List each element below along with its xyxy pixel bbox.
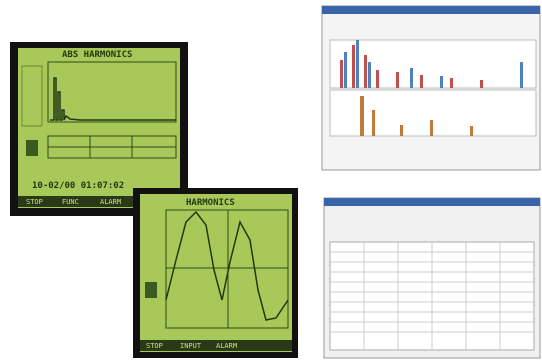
bars: [344, 40, 523, 88]
button-bar: [140, 340, 292, 351]
icon: [26, 140, 38, 156]
plot-frame: [165, 209, 289, 329]
screen-title: HARMONICS: [186, 198, 235, 208]
softkey[interactable]: FUNC: [62, 198, 79, 206]
bars: [360, 96, 473, 136]
software-window: [323, 197, 541, 359]
timestamp: 10-02/00 01:07:02: [32, 181, 124, 191]
button-bar: [18, 196, 180, 207]
software-window: [321, 5, 541, 171]
softkey[interactable]: STOP: [146, 342, 163, 350]
spectrum: [50, 77, 176, 121]
softkey[interactable]: STOP: [26, 198, 43, 206]
lcd: [18, 48, 180, 208]
icon: [145, 282, 157, 298]
bars: [340, 45, 483, 88]
plot-area: [329, 39, 537, 89]
title-bar: [322, 6, 540, 14]
softkey[interactable]: ALARM: [100, 198, 121, 206]
waveform: [165, 210, 289, 321]
table-grid: [330, 242, 534, 350]
plot-frame: [47, 61, 177, 123]
softkey[interactable]: ALARM: [216, 342, 237, 350]
device-screen: ABS HARMONICS 10-02/00 01:07:02 STOP FUN…: [10, 42, 188, 216]
scale: [21, 65, 43, 127]
lcd: [140, 194, 292, 352]
softkey[interactable]: INPUT: [180, 342, 202, 350]
screen-title: ABS HARMONICS: [62, 50, 132, 60]
title-bar: [324, 198, 540, 206]
device-screen: HARMONICS STOP INPUT ALARM: [133, 188, 298, 358]
